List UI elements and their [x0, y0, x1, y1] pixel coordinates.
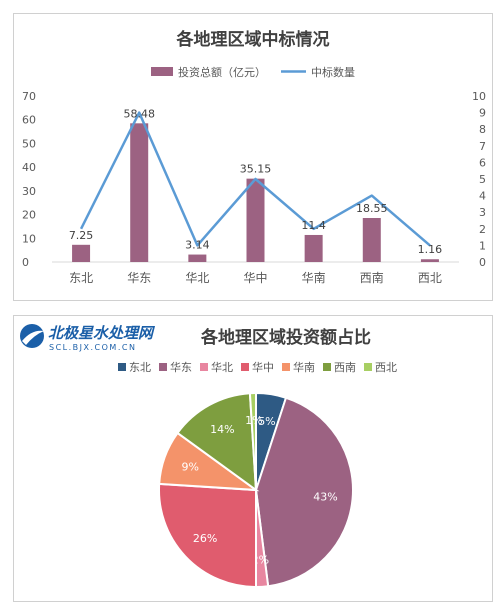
legend-swatch-bar — [151, 67, 173, 76]
pie-pct-label: 5% — [258, 415, 275, 428]
x-tick-label: 华东 — [127, 271, 151, 285]
pie-slice-华东 — [254, 396, 354, 588]
bar-东北 — [72, 244, 91, 262]
y-left-tick-label: 0 — [22, 256, 29, 269]
y-left-tick-label: 30 — [22, 185, 36, 198]
x-tick-label: 华中 — [243, 270, 267, 285]
x-tick-label: 东北 — [69, 271, 93, 285]
legend-label-华东: 华东 — [170, 360, 192, 374]
legend-label-华中: 华中 — [252, 360, 274, 374]
legend-swatch-西南 — [323, 363, 331, 371]
y-right-tick-label: 4 — [479, 190, 486, 203]
pie-pct-label: 43% — [313, 491, 337, 504]
bar-华南 — [304, 234, 323, 262]
y-right-tick-label: 9 — [479, 107, 486, 120]
legend-label-西北: 西北 — [375, 361, 397, 374]
bar-华北 — [188, 254, 207, 262]
legend-swatch-华中 — [241, 363, 249, 371]
y-left-tick-label: 10 — [22, 232, 36, 245]
y-right-tick-label: 6 — [479, 156, 486, 169]
pie-slice-华中 — [158, 482, 257, 589]
bar-data-label: 3.14 — [185, 239, 210, 252]
x-tick-label: 西南 — [360, 270, 384, 285]
pie-slice-西北 — [248, 391, 257, 491]
pie-chart-panel: 各地理区域投资额占比 东北 华东 华北 华中 华南 西南 西北 5% 43% 2% 26% 9% 14% 1… — [13, 315, 493, 602]
x-tick-label: 华北 — [185, 271, 209, 285]
y-right-tick-label: 5 — [479, 173, 486, 186]
y-left-tick-label: 50 — [22, 137, 36, 150]
legend-label-西南: 西南 — [334, 361, 356, 374]
bar-西北 — [420, 259, 439, 262]
bar-data-label: 1.16 — [418, 243, 443, 256]
legend-label-line: 中标数量 — [311, 65, 355, 79]
legend-label-华北: 华北 — [211, 360, 233, 374]
pie-pct-label: 26% — [193, 532, 217, 545]
bar-data-label: 35.15 — [240, 163, 272, 176]
y-right-tick-label: 8 — [479, 123, 486, 136]
pie-pct-label: 1% — [245, 414, 262, 427]
y-right-tick-label: 7 — [479, 140, 486, 153]
y-right-tick-label: 0 — [479, 256, 486, 269]
y-left-tick-label: 70 — [22, 90, 36, 103]
chart-title: 各地理区域中标情况 — [176, 29, 330, 50]
y-right-tick-label: 3 — [479, 206, 486, 219]
pie-pct-label: 9% — [182, 460, 199, 473]
watermark-url: SCL.BJX.COM.CN — [49, 343, 136, 352]
watermark-name: 北极星水处理网 — [48, 324, 156, 342]
bar-data-label: 7.25 — [69, 229, 94, 242]
y-left-tick-label: 20 — [22, 209, 36, 222]
y-left-tick-label: 60 — [22, 114, 36, 127]
y-right-tick-label: 2 — [479, 223, 486, 236]
bar-华东 — [130, 123, 149, 263]
legend-label-华南: 华南 — [293, 360, 315, 374]
legend-swatch-西北 — [364, 363, 372, 371]
bar-西南 — [362, 218, 381, 262]
y-left-tick-label: 40 — [22, 161, 36, 174]
line-series — [79, 111, 431, 247]
bar-data-label: 11.4 — [301, 219, 326, 232]
pie-title: 各地理区域投资额占比 — [200, 327, 371, 348]
bar-华中 — [246, 178, 265, 262]
legend-swatch-华北 — [200, 363, 208, 371]
legend-label-东北: 东北 — [129, 361, 151, 374]
x-tick-label: 华南 — [302, 270, 326, 285]
legend-swatch-华南 — [282, 363, 290, 371]
legend-label-bar: 投资总额（亿元） — [178, 65, 266, 79]
pie-pct-label: 14% — [210, 423, 234, 436]
legend-swatch-华东 — [159, 363, 167, 371]
legend-swatch-东北 — [118, 363, 126, 371]
bar-data-label: 58.48 — [123, 107, 155, 120]
x-tick-label: 西北 — [418, 271, 442, 285]
pie-slice-西南 — [176, 392, 258, 493]
y-right-tick-label: 1 — [479, 239, 486, 252]
globe-swoosh — [22, 330, 44, 345]
watermark-logo: 北极星水处理网 SCL.BJX.COM.CN — [16, 319, 166, 355]
combo-chart-panel: 各地理区域中标情况投资总额（亿元） 中标数量 0 10 20 30 40 50 60 70 0 1 2 3… — [13, 13, 493, 301]
bar-data-label: 18.55 — [356, 202, 388, 215]
y-right-tick-label: 10 — [472, 90, 486, 103]
